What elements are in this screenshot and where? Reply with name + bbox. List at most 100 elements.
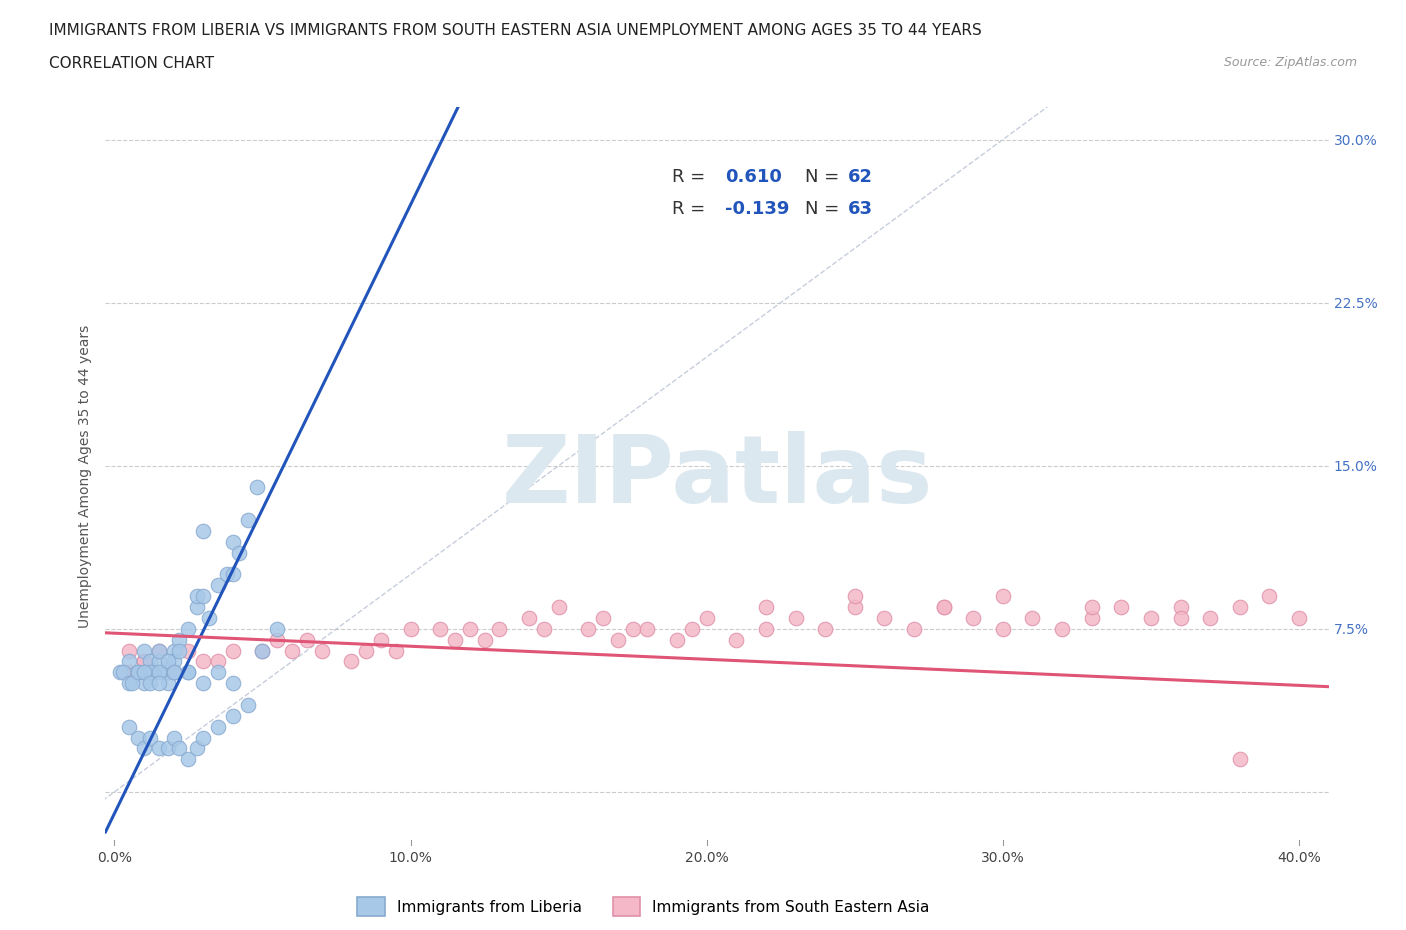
Text: Source: ZipAtlas.com: Source: ZipAtlas.com (1223, 56, 1357, 69)
Point (755, 600, 778, 615)
Point (354, 644, 377, 658)
Text: 0.610: 0.610 (725, 168, 782, 186)
Point (118, 654, 141, 669)
Text: ZIPatlas: ZIPatlas (502, 431, 932, 523)
Point (215, 567, 238, 582)
Point (488, 621, 510, 636)
Point (186, 600, 208, 615)
Point (755, 621, 778, 636)
Point (222, 535, 245, 550)
Point (252, 644, 274, 658)
Point (112, 665, 135, 680)
Point (177, 665, 200, 680)
Point (162, 730, 184, 745)
Legend: Immigrants from Liberia, Immigrants from South Eastern Asia: Immigrants from Liberia, Immigrants from… (350, 890, 938, 923)
Point (932, 600, 955, 615)
Text: -0.139: -0.139 (725, 200, 790, 218)
Point (127, 665, 149, 680)
Point (162, 665, 184, 680)
Point (186, 741, 208, 756)
Point (340, 654, 363, 669)
Point (142, 665, 165, 680)
Point (222, 676, 245, 691)
Point (156, 665, 179, 680)
Point (177, 665, 200, 680)
Y-axis label: Unemployment Among Ages 35 to 44 years: Unemployment Among Ages 35 to 44 years (79, 325, 93, 629)
Point (222, 567, 245, 582)
Point (606, 632, 628, 647)
Point (177, 621, 200, 636)
Point (814, 621, 837, 636)
Point (177, 644, 200, 658)
Point (222, 644, 245, 658)
Point (139, 654, 162, 669)
Point (193, 524, 215, 538)
Point (132, 644, 155, 658)
Point (1021, 610, 1043, 625)
Point (236, 512, 259, 527)
Point (1199, 610, 1222, 625)
Point (903, 621, 925, 636)
Point (666, 632, 689, 647)
Point (148, 741, 170, 756)
Point (844, 589, 866, 604)
Point (384, 644, 406, 658)
Point (177, 751, 200, 766)
Point (207, 578, 229, 592)
Point (844, 600, 866, 615)
Point (696, 610, 718, 625)
Point (295, 632, 318, 647)
Point (132, 741, 155, 756)
Point (118, 665, 141, 680)
Point (207, 665, 229, 680)
Point (162, 665, 184, 680)
Point (198, 610, 221, 625)
Point (118, 719, 141, 734)
Point (186, 589, 208, 604)
Point (458, 621, 481, 636)
Point (266, 621, 288, 636)
Point (193, 654, 215, 669)
Point (228, 545, 250, 560)
Point (156, 654, 179, 669)
Text: IMMIGRANTS FROM LIBERIA VS IMMIGRANTS FROM SOUTH EASTERN ASIA UNEMPLOYMENT AMONG: IMMIGRANTS FROM LIBERIA VS IMMIGRANTS FR… (49, 23, 981, 38)
Point (1229, 751, 1251, 766)
Point (162, 654, 184, 669)
Point (1288, 610, 1310, 625)
Point (429, 621, 451, 636)
Point (873, 610, 896, 625)
Point (110, 665, 132, 680)
Point (636, 621, 658, 636)
Point (207, 654, 229, 669)
Point (121, 676, 143, 691)
Point (1050, 621, 1073, 636)
Point (621, 621, 644, 636)
Point (139, 676, 162, 691)
Point (444, 632, 467, 647)
Text: 62: 62 (848, 168, 873, 186)
Point (169, 741, 191, 756)
Point (1258, 589, 1281, 604)
Point (127, 665, 149, 680)
Point (193, 589, 215, 604)
Point (266, 632, 288, 647)
Point (162, 665, 184, 680)
Point (132, 665, 155, 680)
Point (148, 676, 170, 691)
Point (1080, 600, 1102, 615)
Point (148, 644, 170, 658)
Point (118, 676, 141, 691)
Point (1229, 600, 1251, 615)
Point (1140, 610, 1163, 625)
Point (1080, 610, 1102, 625)
Text: 63: 63 (848, 200, 873, 218)
Point (370, 632, 392, 647)
Point (148, 665, 170, 680)
Point (311, 644, 333, 658)
Point (281, 644, 304, 658)
Point (132, 654, 155, 669)
Point (169, 644, 191, 658)
Text: CORRELATION CHART: CORRELATION CHART (49, 56, 214, 71)
Point (932, 600, 955, 615)
Point (785, 610, 807, 625)
